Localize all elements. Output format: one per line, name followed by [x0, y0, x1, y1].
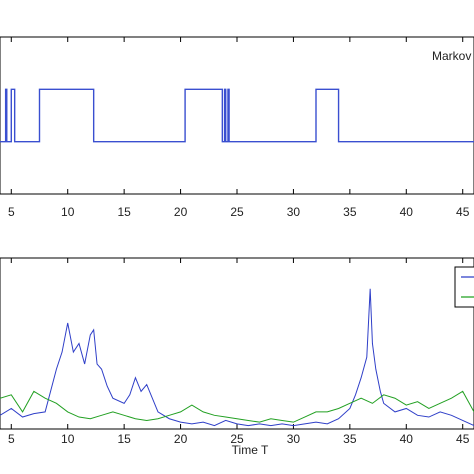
bottom-x-tick-label: 10 — [61, 432, 75, 446]
bottom-x-tick-label: 15 — [117, 432, 131, 446]
bottom-x-tick-label: 35 — [343, 432, 357, 446]
bottom-series-2-line — [0, 390, 474, 423]
bottom-x-tick-label: 20 — [174, 432, 188, 446]
bottom-x-tick-label: 40 — [400, 432, 414, 446]
top-x-tick-label: 30 — [287, 205, 301, 219]
legend — [454, 266, 474, 308]
bottom-x-tick-label: 5 — [8, 432, 15, 446]
bottom-panel: 5 10 15 20 25 30 35 40 45 Time T — [0, 257, 474, 457]
bottom-x-tick-label: 45 — [456, 432, 470, 446]
top-annotation: Markov — [432, 49, 471, 63]
top-x-tick-label: 10 — [61, 205, 75, 219]
legend-box — [454, 266, 474, 308]
top-x-tick-label: 5 — [8, 205, 15, 219]
bottom-x-ticks: 5 10 15 20 25 30 35 40 45 — [8, 258, 470, 446]
top-x-ticks: 5 10 15 20 25 30 35 40 45 — [8, 37, 470, 219]
top-x-tick-label: 45 — [456, 205, 470, 219]
top-x-tick-label: 25 — [230, 205, 244, 219]
bottom-x-tick-label: 25 — [230, 432, 244, 446]
top-x-tick-label: 40 — [400, 205, 414, 219]
top-x-tick-label: 20 — [174, 205, 188, 219]
bottom-series-1-line — [0, 288, 474, 427]
top-panel: 5 10 15 20 25 30 35 40 45 Markov — [0, 36, 474, 219]
top-series-line — [0, 88, 474, 143]
top-plot-frame — [0, 36, 474, 195]
bottom-x-tick-label: 30 — [287, 432, 301, 446]
bottom-x-axis-label: Time T — [232, 443, 269, 457]
top-x-tick-label: 35 — [343, 205, 357, 219]
top-x-tick-label: 15 — [117, 205, 131, 219]
